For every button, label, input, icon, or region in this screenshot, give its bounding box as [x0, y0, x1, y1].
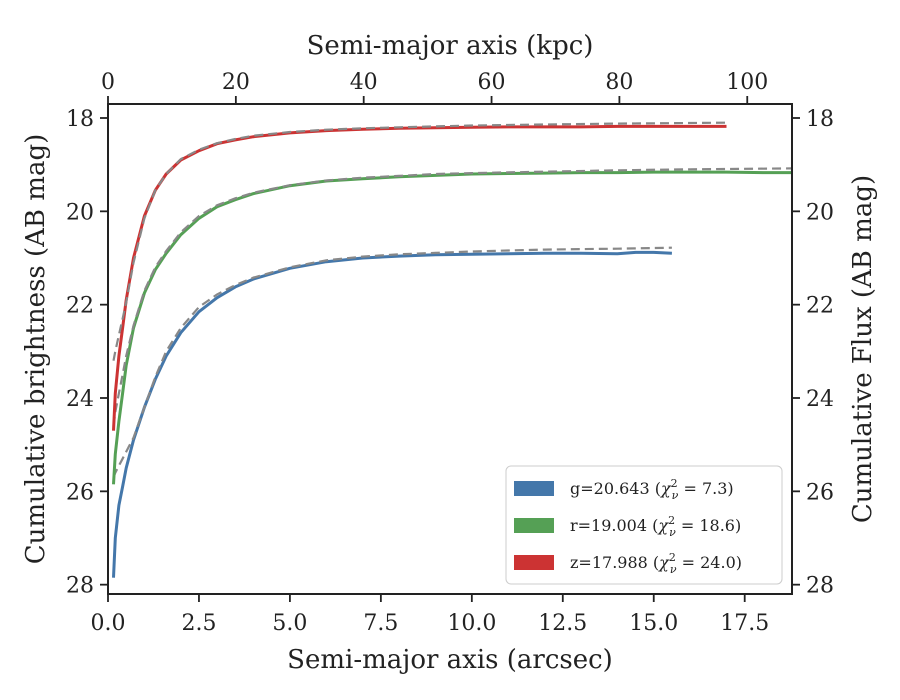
legend-swatch-g	[514, 481, 554, 496]
legend-label-z: z=17.988 (χ2 ν = 24.0)	[570, 551, 742, 576]
legend-swatch-z	[514, 555, 554, 570]
ticks-layer: 0.0 2.5 5.0 7.5 10.0 12.5 15.0 17.5 0 20 40 60 80 100…	[66, 70, 834, 636]
x-tick-label: 15.0	[629, 611, 678, 636]
x-tick-label: 10.0	[447, 611, 496, 636]
y-right-tick-label: 18	[806, 107, 834, 132]
x-tick-label: 5.0	[272, 611, 307, 636]
x-tick-label: 7.5	[363, 611, 398, 636]
x-top-tick-label: 40	[350, 70, 378, 95]
y-tick-label: 22	[66, 294, 94, 319]
y-tick-label: 28	[66, 574, 94, 599]
y-right-tick-label: 24	[806, 387, 834, 412]
y-axis-title: Cumulative brightness (AB mag)	[21, 134, 51, 565]
legend-label-r: r=19.004 (χ2 ν = 18.6)	[570, 514, 741, 539]
x-tick-label: 12.5	[538, 611, 587, 636]
x-top-tick-label: 20	[222, 70, 250, 95]
legend-label-g: g=20.643 (χ2 ν = 7.3)	[570, 477, 734, 502]
plot-frame	[107, 103, 793, 595]
fit-line-z	[112, 121, 727, 361]
x-top-tick-label: 100	[726, 70, 768, 95]
y-tick-label: 26	[66, 480, 94, 505]
x-top-tick-label: 0	[101, 70, 115, 95]
x-top-tick-label: 60	[478, 70, 506, 95]
legend-box	[505, 465, 783, 585]
y-right-tick-label: 28	[806, 574, 834, 599]
y-right-tick-label: 22	[806, 294, 834, 319]
x-axis-title: Semi-major axis (arcsec)	[287, 645, 613, 675]
y-right-axis-title: Cumulative Flux (AB mag)	[848, 175, 878, 523]
y-right-tick-label: 26	[806, 480, 834, 505]
x-top-tick-label: 80	[605, 70, 633, 95]
fit-line-g	[112, 246, 672, 478]
y-right-tick-label: 20	[806, 200, 834, 225]
fit-line-r	[112, 167, 792, 427]
y-tick-label: 18	[66, 107, 94, 132]
x-top-axis-title: Semi-major axis (kpc)	[307, 31, 594, 61]
x-tick-label: 0.0	[91, 611, 126, 636]
curves-layer	[112, 121, 792, 578]
legend: g=20.643 (χ2 ν = 7.3) r=19.004 (χ2 ν = 18.6…	[505, 465, 783, 585]
y-tick-label: 20	[66, 200, 94, 225]
x-tick-label: 17.5	[720, 611, 769, 636]
y-tick-label: 24	[66, 387, 94, 412]
x-tick-label: 2.5	[181, 611, 216, 636]
series-line-g	[112, 250, 672, 578]
legend-swatch-r	[514, 518, 554, 533]
